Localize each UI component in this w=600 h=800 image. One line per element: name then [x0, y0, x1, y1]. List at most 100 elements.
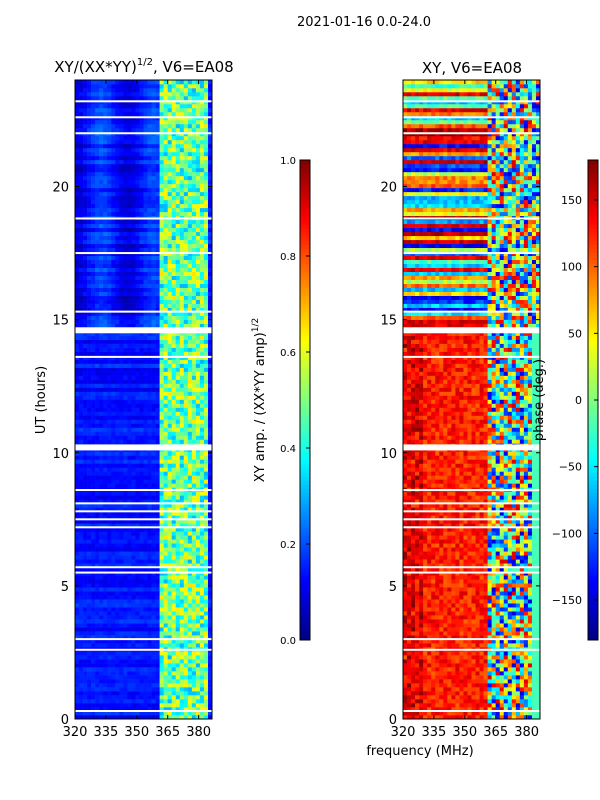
heatmap-cell — [203, 239, 209, 245]
heatmap-cell — [135, 519, 140, 524]
heatmap-cell — [167, 203, 173, 209]
heatmap-cell — [167, 335, 173, 340]
heatmap-cell — [151, 603, 156, 608]
heatmap-cell — [91, 431, 96, 436]
heatmap-cell — [119, 291, 124, 296]
heatmap-cell — [195, 595, 201, 600]
heatmap-cell — [139, 347, 144, 352]
heatmap-cell — [103, 579, 108, 584]
heatmap-cell — [123, 603, 128, 608]
heatmap-cell — [207, 303, 213, 308]
heatmap-cell — [151, 707, 156, 712]
heatmap-cell — [163, 531, 168, 536]
heatmap-cell — [79, 607, 84, 612]
heatmap-cell — [103, 335, 108, 340]
heatmap-cell — [163, 691, 168, 696]
heatmap-cell — [95, 519, 100, 524]
heatmap-cell — [83, 683, 88, 688]
heatmap-cell — [191, 227, 197, 233]
heatmap-cell — [83, 379, 88, 384]
heatmap-cell — [155, 239, 160, 245]
heatmap-cell — [159, 611, 164, 616]
heatmap-cell — [123, 191, 128, 197]
heatmap-cell — [83, 599, 88, 604]
heatmap-cell — [139, 523, 144, 528]
heatmap-cell — [175, 299, 181, 304]
heatmap-cell — [83, 211, 88, 217]
heatmap-cell — [83, 563, 88, 568]
heatmap-cell — [99, 711, 104, 716]
heatmap-cell — [159, 603, 164, 608]
heatmap-cell — [163, 351, 168, 356]
heatmap-cell — [203, 543, 209, 548]
heatmap-cell — [87, 399, 92, 404]
heatmap-cell — [79, 203, 84, 209]
heatmap-cell — [91, 439, 96, 444]
heatmap-cell — [131, 435, 136, 440]
heatmap-cell — [99, 643, 104, 648]
heatmap-cell — [79, 283, 84, 288]
heatmap-cell — [203, 483, 209, 488]
heatmap-cell — [127, 467, 132, 472]
heatmap-cell — [179, 599, 185, 604]
heatmap-cell — [111, 599, 116, 604]
heatmap-cell — [143, 607, 148, 612]
heatmap-cell — [91, 363, 96, 368]
heatmap-cell — [175, 219, 181, 225]
heatmap-cell — [79, 135, 84, 141]
heatmap-cell — [99, 375, 104, 380]
heatmap-cell — [199, 619, 205, 624]
heatmap-cell — [103, 475, 108, 480]
heatmap-cell — [91, 623, 96, 628]
heatmap-cell — [135, 451, 140, 456]
heatmap-cell — [199, 331, 205, 336]
heatmap-cell — [131, 463, 136, 468]
heatmap-cell — [179, 331, 185, 336]
heatmap-cell — [127, 627, 132, 632]
heatmap-cell — [183, 575, 189, 580]
heatmap-cell — [183, 475, 189, 480]
heatmap-cell — [199, 651, 205, 656]
heatmap-cell — [95, 639, 100, 644]
heatmap-cell — [139, 639, 144, 644]
heatmap-cell — [131, 179, 136, 185]
heatmap-cell — [155, 235, 160, 241]
heatmap-cell — [159, 319, 164, 324]
heatmap-cell — [131, 587, 136, 592]
heatmap-cell — [95, 307, 100, 312]
heatmap-cell — [171, 475, 177, 480]
heatmap-cell — [107, 167, 112, 173]
heatmap-cell — [123, 535, 128, 540]
heatmap-cell — [147, 623, 152, 628]
heatmap-cell — [179, 631, 185, 636]
heatmap-cell — [95, 599, 100, 604]
heatmap-cell — [95, 715, 100, 720]
heatmap-cell — [75, 631, 80, 636]
heatmap-cell — [167, 611, 173, 616]
heatmap-cell — [111, 135, 116, 141]
heatmap-cell — [171, 695, 177, 700]
heatmap-cell — [199, 303, 205, 308]
heatmap-cell — [163, 703, 168, 708]
heatmap-cell — [203, 419, 209, 424]
heatmap-cell — [187, 171, 193, 177]
heatmap-cell — [167, 527, 173, 532]
heatmap-cell — [195, 383, 201, 388]
heatmap-cell — [103, 307, 108, 312]
heatmap-cell — [79, 483, 84, 488]
heatmap-cell — [123, 439, 128, 444]
heatmap-cell — [75, 179, 80, 185]
heatmap-cell — [111, 491, 116, 496]
heatmap-cell — [135, 707, 140, 712]
heatmap-cell — [163, 423, 168, 428]
heatmap-cell — [83, 471, 88, 476]
heatmap-cell — [75, 391, 80, 396]
heatmap-cell — [151, 375, 156, 380]
heatmap-cell — [163, 711, 168, 716]
heatmap-cell — [175, 607, 181, 612]
heatmap-cell — [115, 219, 120, 225]
heatmap-cell — [199, 691, 205, 696]
heatmap-cell — [107, 399, 112, 404]
heatmap-cell — [139, 335, 144, 340]
heatmap-cell — [171, 187, 177, 193]
